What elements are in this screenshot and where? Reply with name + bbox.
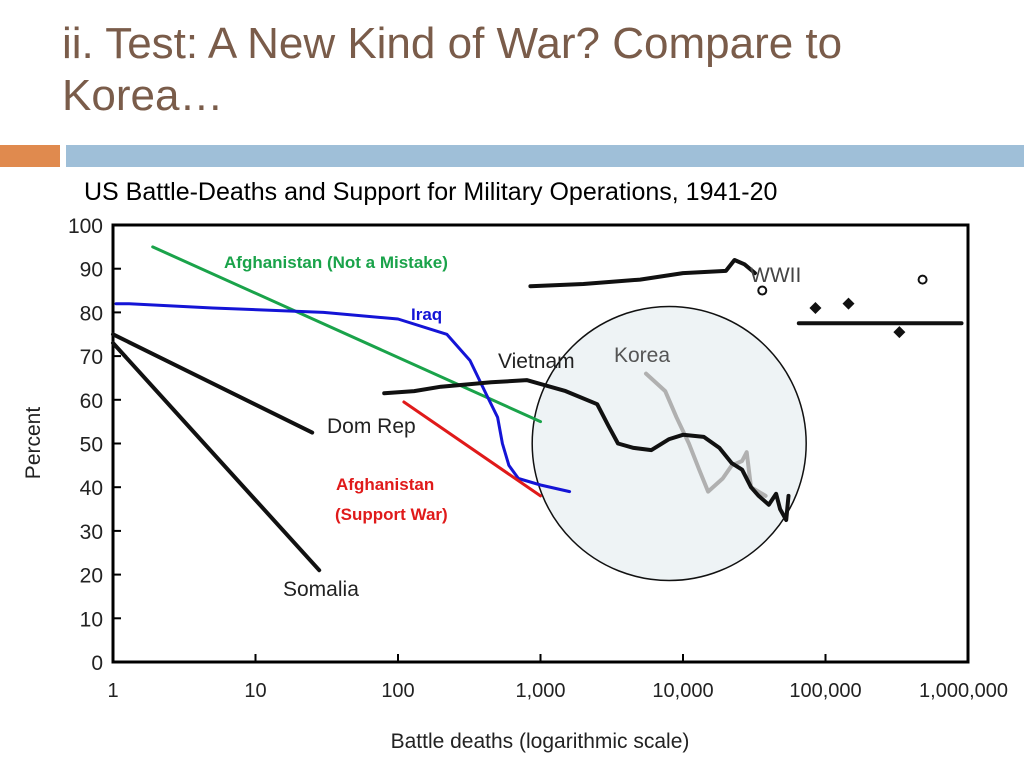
diamond-marker [842,297,855,310]
annotation-korea: Korea [614,344,670,367]
open-circle-marker [917,274,928,285]
plot-frame [111,223,970,664]
annotation-dom-rep: Dom Rep [327,415,416,438]
x-tick-label: 10 [244,680,266,702]
x-axis-label: Battle deaths (logarithmic scale) [391,730,690,753]
annotation-iraq: Iraq [411,305,442,324]
annotation-support-war: (Support War) [335,505,448,524]
series-somalia-line [111,341,322,573]
annotation-vietnam: Vietnam [498,350,575,373]
series-vietnam-line [382,378,791,522]
annotation-wwii: WWII [750,264,801,287]
diamond-marker [809,302,822,315]
x-tick-label: 100 [381,680,414,702]
orange-accent-bar [0,145,60,167]
y-tick-label: 100 [68,215,103,238]
y-tick-label: 20 [80,565,103,588]
blue-accent-bar [66,145,1024,167]
open-circle-marker [757,285,768,296]
x-tick-label: 10,000 [652,680,713,702]
chart-title: US Battle-Deaths and Support for Militar… [84,178,778,206]
series-iraq-line [114,302,572,494]
y-tick-label: 50 [80,434,103,457]
y-tick-label: 30 [80,521,103,544]
x-tick-label: 1 [107,680,118,702]
annotation-somalia: Somalia [283,578,359,601]
series-afghanistan-not-a-mistake-line [151,245,542,424]
series-afghanistan-support-war-line [402,400,542,498]
highlight-circle [531,305,807,582]
y-tick-label: 70 [80,346,103,369]
series-wwii-line [528,258,757,289]
x-tick-label: 1,000,000 [919,680,1008,702]
y-tick-label: 0 [91,652,103,675]
series-dom-rep-line [111,332,315,435]
y-tick-label: 80 [80,302,103,325]
series-korea-line [644,371,768,498]
y-axis-label: Percent [22,407,45,480]
y-tick-label: 40 [80,477,103,500]
x-tick-label: 1,000 [515,680,565,702]
y-tick-label: 90 [80,259,103,282]
annotation-afghanistan: Afghanistan [336,475,434,494]
x-tick-label: 100,000 [789,680,861,702]
slide-title: ii. Test: A New Kind of War? Compare to … [62,19,843,120]
y-tick-label: 60 [80,390,103,413]
y-tick-label: 10 [80,608,103,631]
annotation-afghanistan-not-a-mistake: Afghanistan (Not a Mistake) [224,253,448,272]
diamond-marker [893,326,906,339]
